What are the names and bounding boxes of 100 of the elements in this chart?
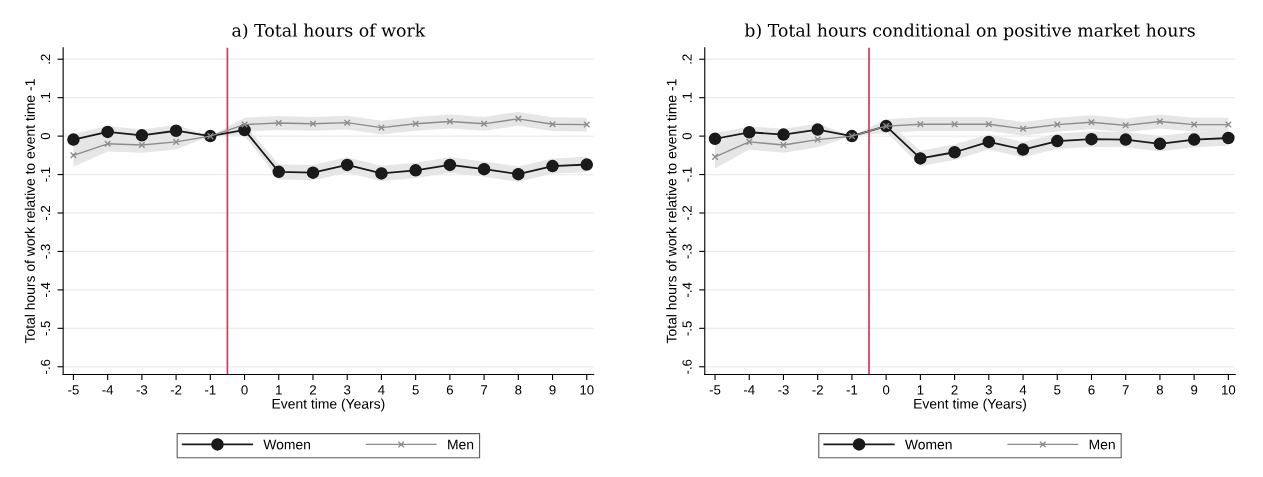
x-tick-label: 7 xyxy=(1122,385,1129,395)
x-tick-label: -3 xyxy=(778,385,789,395)
y-tick-label: .1 xyxy=(682,92,692,102)
y-tick-label: -.5 xyxy=(40,321,51,336)
legend-label: Women xyxy=(263,439,310,450)
point xyxy=(814,136,822,144)
point xyxy=(241,121,249,129)
point xyxy=(309,120,317,128)
point xyxy=(982,135,996,149)
point xyxy=(104,140,112,148)
point xyxy=(275,119,283,127)
point xyxy=(69,151,77,159)
x-tick-label: -2 xyxy=(812,385,823,395)
point xyxy=(1019,125,1027,133)
point xyxy=(1088,118,1095,126)
legend-label: Men xyxy=(1089,439,1115,450)
x-tick-label: -5 xyxy=(709,385,721,395)
point xyxy=(708,132,722,146)
x-tick-label: 6 xyxy=(446,385,453,395)
point xyxy=(343,119,351,127)
x-tick-label: 4 xyxy=(1019,385,1027,395)
point xyxy=(745,138,753,146)
y-tick-label: .1 xyxy=(40,92,50,102)
y-tick-label: -.5 xyxy=(682,321,692,336)
point xyxy=(948,146,961,159)
point xyxy=(1119,133,1132,146)
x-tick-label: 2 xyxy=(951,385,958,395)
x-tick-label: -4 xyxy=(743,385,755,395)
y-tick-label: -.3 xyxy=(40,244,51,259)
x-tick-label: 6 xyxy=(1088,385,1095,395)
point xyxy=(340,158,354,172)
point xyxy=(779,141,787,149)
point xyxy=(1156,118,1164,125)
point xyxy=(1187,133,1201,146)
point xyxy=(443,158,457,172)
y-axis-title: Total hours of work relative to event time -1 xyxy=(666,79,677,344)
x-tick-label: 3 xyxy=(985,385,992,395)
y-tick-label: .2 xyxy=(682,54,692,64)
y-tick-label: 0 xyxy=(682,132,692,140)
y-axis-title: Total hours of work relative to event time -1 xyxy=(24,79,35,344)
x-tick-label: -4 xyxy=(102,385,114,395)
y-tick-label: 0 xyxy=(40,132,51,140)
x-tick-label: 0 xyxy=(241,385,248,395)
point xyxy=(1051,134,1064,148)
x-tick-label: 8 xyxy=(515,385,522,395)
point xyxy=(135,129,149,142)
point xyxy=(138,141,146,149)
point xyxy=(377,124,385,132)
legend-label: Men xyxy=(448,439,474,450)
point xyxy=(811,123,824,136)
x-tick-label: 5 xyxy=(412,385,419,395)
chart-title: b) Total hours conditional on positive market hours xyxy=(744,23,1195,41)
x-tick-label: 9 xyxy=(1191,385,1198,395)
x-tick-label: 0 xyxy=(882,385,890,395)
x-tick-label: 9 xyxy=(549,385,556,395)
point xyxy=(514,115,522,123)
point xyxy=(777,128,790,141)
x-tick-label: -1 xyxy=(205,385,216,395)
point xyxy=(480,120,488,128)
x-tick-label: 4 xyxy=(378,385,385,395)
point xyxy=(446,118,454,125)
chart-title: a) Total hours of work xyxy=(232,23,426,40)
point xyxy=(1085,132,1098,146)
x-axis-title: Event time (Years) xyxy=(914,398,1026,412)
x-tick-label: -5 xyxy=(68,385,79,395)
point xyxy=(583,121,591,129)
y-tick-label: -.1 xyxy=(682,167,692,182)
point xyxy=(101,125,114,139)
point xyxy=(1190,121,1198,129)
point xyxy=(409,164,422,177)
point xyxy=(169,124,183,137)
x-tick-label: -1 xyxy=(846,385,858,395)
y-tick-label: -.4 xyxy=(682,282,692,297)
point xyxy=(1224,121,1232,129)
point xyxy=(306,166,320,179)
x-tick-label: -2 xyxy=(170,385,182,395)
y-tick-label: -.6 xyxy=(40,359,51,374)
point xyxy=(272,165,286,179)
point xyxy=(1016,143,1030,156)
y-tick-label: -.2 xyxy=(682,205,692,221)
x-tick-label: 10 xyxy=(580,385,594,395)
y-tick-label: .2 xyxy=(40,54,50,64)
point xyxy=(172,138,180,146)
point xyxy=(1222,131,1235,145)
x-tick-label: 1 xyxy=(276,385,282,395)
x-tick-label: -3 xyxy=(136,385,148,395)
y-tick-label: -.2 xyxy=(40,205,50,221)
legend-label: Women xyxy=(904,439,952,450)
x-tick-label: 1 xyxy=(917,385,924,395)
point xyxy=(580,158,594,171)
point xyxy=(711,153,719,161)
y-tick-label: -.1 xyxy=(40,167,50,182)
x-tick-label: 10 xyxy=(1222,385,1236,395)
point xyxy=(914,152,927,165)
x-tick-label: 8 xyxy=(1156,385,1164,395)
x-tick-label: 5 xyxy=(1054,385,1061,395)
y-tick-label: -.3 xyxy=(682,244,692,259)
x-tick-label: 2 xyxy=(309,385,316,395)
point xyxy=(549,120,557,128)
point xyxy=(67,133,80,146)
